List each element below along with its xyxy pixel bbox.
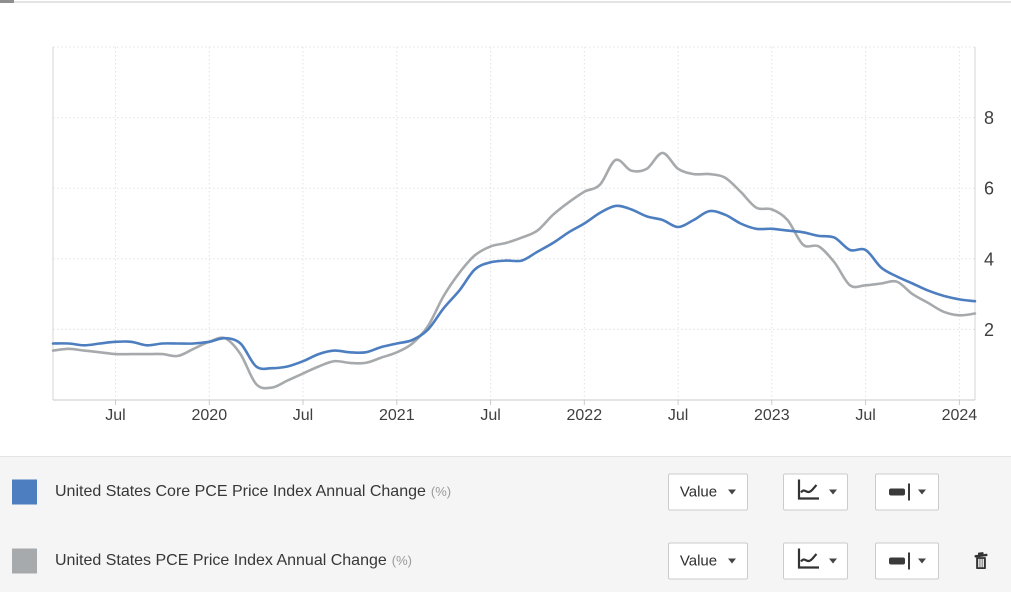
- caret-down-icon: [917, 489, 926, 495]
- line-width-icon-divider: [907, 552, 910, 570]
- series-name: United States PCE Price Index Annual Cha…: [55, 552, 387, 569]
- y-tick-label: 2: [984, 320, 994, 340]
- x-tick-label: Jul: [855, 407, 875, 424]
- value-dropdown-label: Value: [679, 483, 718, 501]
- series-color-swatch-core[interactable]: [12, 479, 37, 505]
- x-tick-label: Jul: [293, 407, 313, 424]
- value-dropdown[interactable]: Value: [668, 473, 748, 511]
- page-top-divider: [0, 1, 1011, 3]
- chart-type-dropdown[interactable]: [783, 473, 848, 511]
- line-width-icon: [888, 488, 905, 496]
- x-tick-label: 2021: [379, 407, 415, 424]
- legend-row-pce: United States PCE Price Index Annual Cha…: [0, 529, 1011, 593]
- y-tick-label: 6: [984, 179, 994, 199]
- series-label-pce: United States PCE Price Index Annual Cha…: [55, 552, 412, 570]
- pce-price-index-chart[interactable]: Jul 2020 Jul 2021 Jul 2022 Jul 2023 Jul 2024 2 4 6 8: [0, 4, 1011, 456]
- series-line-0[interactable]: [51, 204, 977, 371]
- delete-series-button[interactable]: [967, 545, 995, 577]
- caret-down-icon: [828, 558, 837, 564]
- scrollbar-fragment: [0, 0, 14, 3]
- chart-area: Jul 2020 Jul 2021 Jul 2022 Jul 2023 Jul 2024 2 4 6 8: [0, 4, 1011, 456]
- x-tick-label: 2020: [192, 407, 228, 424]
- trash-icon: [974, 552, 988, 569]
- y-tick-label: 4: [984, 249, 994, 269]
- series-unit: (%): [391, 553, 412, 568]
- line-width-dropdown[interactable]: [875, 542, 939, 580]
- caret-down-icon: [917, 558, 926, 564]
- caret-down-icon: [728, 489, 737, 495]
- legend-row-core-pce: United States Core PCE Price Index Annua…: [0, 457, 1011, 527]
- line-width-icon-divider: [907, 483, 910, 501]
- x-tick-label: Jul: [668, 407, 688, 424]
- line-width-dropdown[interactable]: [875, 473, 939, 511]
- x-tick-label: Jul: [105, 407, 125, 424]
- x-tick-label: 2024: [942, 407, 978, 424]
- chart-type-dropdown[interactable]: [783, 542, 848, 580]
- caret-down-icon: [828, 489, 837, 495]
- series-unit: (%): [430, 484, 452, 499]
- line-chart-icon: [795, 478, 821, 507]
- caret-down-icon: [728, 558, 737, 564]
- series-name: United States Core PCE Price Index Annua…: [55, 483, 426, 500]
- y-tick-label: 8: [984, 108, 994, 128]
- value-dropdown-label: Value: [679, 552, 718, 570]
- chart-legend-panel: United States Core PCE Price Index Annua…: [0, 456, 1011, 592]
- line-width-icon: [888, 557, 905, 565]
- x-tick-label: 2022: [567, 407, 603, 424]
- x-tick-label: 2023: [754, 407, 790, 424]
- x-tick-label: Jul: [480, 407, 500, 424]
- series-label-core: United States Core PCE Price Index Annua…: [55, 483, 451, 501]
- series-color-swatch-pce[interactable]: [12, 548, 37, 574]
- line-chart-icon: [795, 547, 821, 576]
- value-dropdown[interactable]: Value: [668, 542, 748, 580]
